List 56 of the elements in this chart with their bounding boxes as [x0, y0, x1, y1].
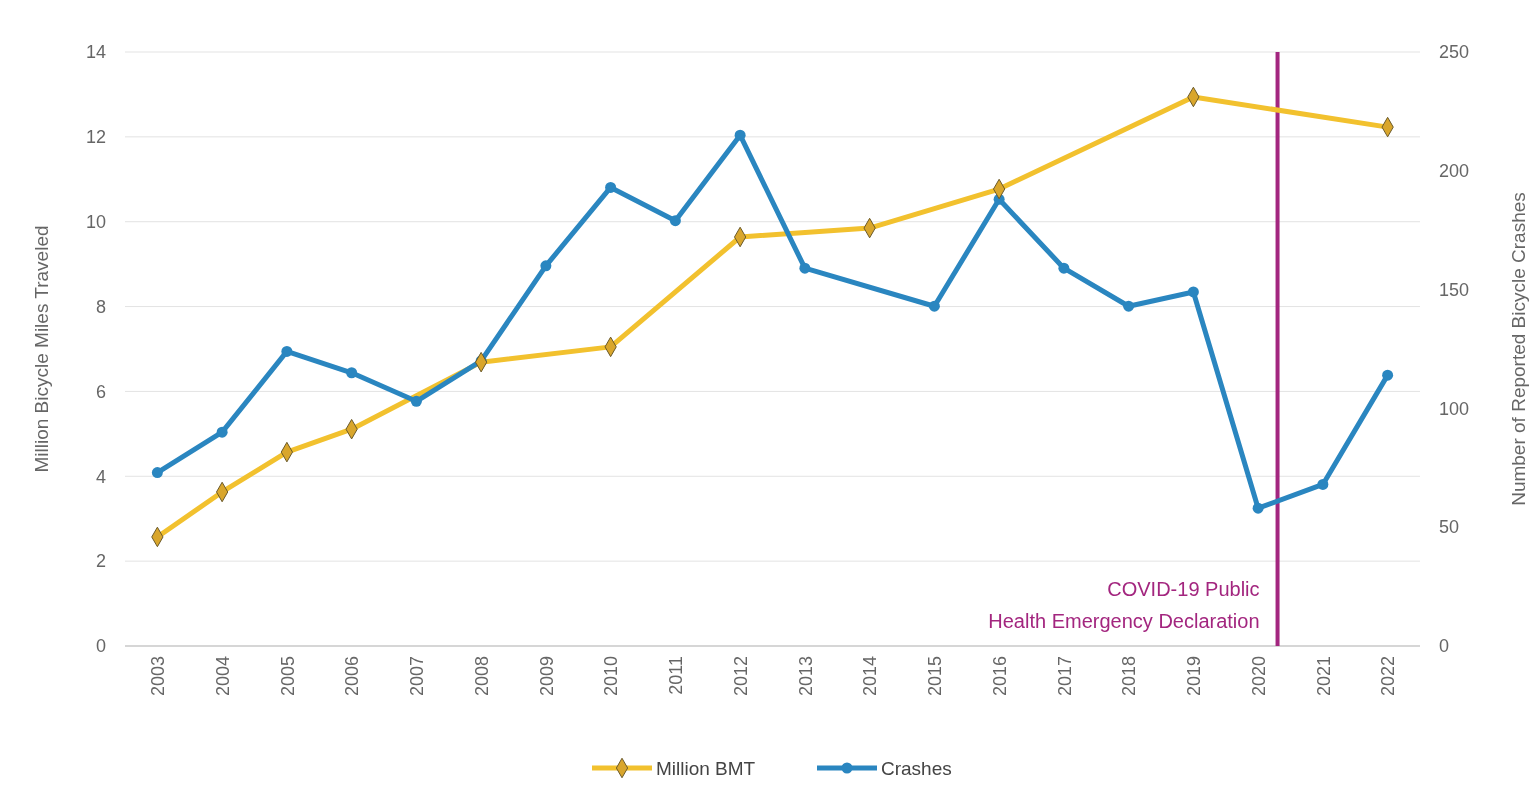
y2-tick-label: 100 [1439, 398, 1470, 419]
x-tick-label: 2004 [212, 656, 233, 697]
point [928, 300, 940, 312]
y2-tick-label: 150 [1439, 279, 1470, 300]
point [1058, 262, 1070, 274]
point [410, 395, 422, 407]
x-tick-label: 2016 [989, 656, 1010, 697]
x-tick-label: 2006 [342, 656, 363, 697]
x-tick-label: 2011 [666, 656, 687, 695]
x-tick-label: 2019 [1184, 656, 1205, 697]
x-tick-label: 2013 [795, 656, 816, 697]
x-tick-label: 2009 [536, 656, 557, 697]
x-tick-label: 2015 [925, 656, 946, 697]
legend-label: Crashes [881, 758, 952, 779]
y2-tick-label: 250 [1439, 42, 1470, 63]
x-tick-label: 2017 [1054, 656, 1075, 697]
y2-tick-label: 200 [1439, 161, 1470, 182]
y-tick-label: 0 [95, 636, 106, 657]
y-axis-title: Million Bicycle Miles Traveled [31, 225, 52, 473]
y-tick-label: 8 [95, 296, 106, 317]
x-tick-label: 2008 [471, 656, 492, 697]
y-tick-label: 14 [85, 42, 106, 63]
x-tick-label: 2021 [1313, 656, 1334, 697]
y2-tick-label: 50 [1439, 517, 1460, 538]
y-tick-label: 12 [85, 127, 106, 148]
x-tick-label: 2020 [1248, 656, 1269, 697]
point [1123, 300, 1135, 312]
point [669, 215, 681, 227]
point [1187, 286, 1199, 298]
x-tick-label: 2003 [148, 656, 169, 697]
y-tick-label: 10 [85, 211, 106, 232]
point [1317, 478, 1329, 490]
point [1382, 369, 1394, 381]
x-tick-label: 2012 [730, 656, 751, 697]
x-tick-label: 2010 [601, 656, 622, 697]
ref-line-label: COVID-19 Public Health Emergency Declaration [988, 578, 1260, 632]
point [799, 262, 811, 274]
y-tick-label: 6 [95, 381, 106, 402]
y2-tick-label: 0 [1439, 636, 1450, 657]
y2-axis-title: Number of Reported Bicycle Crashes [1508, 192, 1529, 506]
point [1252, 502, 1264, 514]
point [151, 467, 163, 479]
x-tick-label: 2014 [860, 656, 881, 697]
point [734, 129, 746, 141]
point [281, 345, 293, 357]
y-tick-label: 2 [95, 551, 106, 572]
x-tick-label: 2005 [277, 656, 298, 697]
x-tick-label: 2007 [407, 656, 428, 697]
point [346, 367, 358, 379]
point [540, 260, 552, 272]
y-tick-label: 4 [95, 466, 106, 487]
point [605, 181, 617, 193]
point [216, 426, 228, 438]
legend-label: Million BMT [656, 758, 756, 779]
x-tick-label: 2022 [1378, 656, 1399, 697]
x-tick-label: 2018 [1119, 656, 1140, 697]
